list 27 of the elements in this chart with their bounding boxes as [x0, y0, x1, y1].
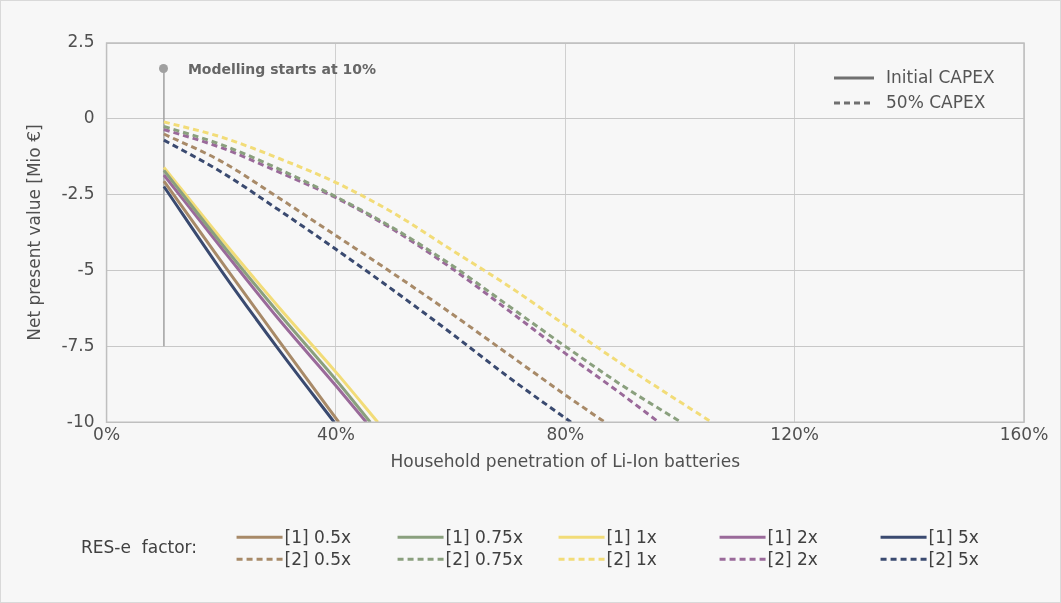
- legend-label: Initial CAPEX: [886, 67, 995, 88]
- legend-label: [1] 5x: [928, 526, 979, 547]
- legend-label: [2] 2x: [767, 548, 818, 569]
- legend-label: [2] 0.5x: [284, 548, 352, 569]
- y-tick-label: -2.5: [61, 183, 95, 204]
- legend-label: [1] 2x: [767, 526, 818, 547]
- legend-label: [2] 5x: [928, 548, 979, 569]
- legend-label: [1] 0.75x: [445, 526, 523, 547]
- y-tick-label: 0: [83, 107, 95, 128]
- y-tick-label: -10: [66, 410, 95, 431]
- annotation: Modelling starts at 10%: [187, 61, 377, 78]
- x-tick-label: 160%: [999, 423, 1049, 444]
- legend-label: [2] 1x: [606, 548, 657, 569]
- x-tick-label: 40%: [317, 423, 355, 444]
- legend-label: [2] 0.75x: [445, 548, 523, 569]
- y-tick-label: -7.5: [61, 334, 95, 355]
- x-tick-label: 80%: [546, 423, 585, 444]
- y-tick-label: 2.5: [67, 31, 95, 52]
- legend-label: 50% CAPEX: [886, 92, 986, 113]
- x-axis-title: Household penetration of Li-Ion batteries: [390, 451, 741, 472]
- legend-label: [1] 0.5x: [284, 526, 352, 547]
- legend-title: RES-e factor:: [81, 536, 197, 557]
- x-tick-label: 0%: [93, 423, 121, 444]
- y-tick-label: -5: [77, 258, 95, 279]
- y-axis-title: Net present value [Mio €]: [23, 124, 44, 341]
- legend-label: [1] 1x: [606, 526, 657, 547]
- x-tick-label: 120%: [770, 423, 819, 444]
